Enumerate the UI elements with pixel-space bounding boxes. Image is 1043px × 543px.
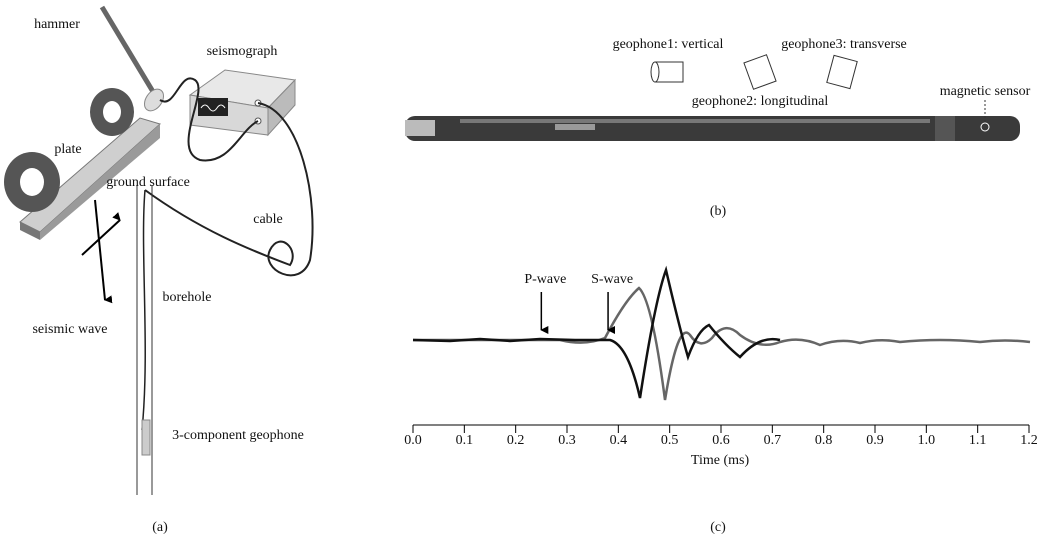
figure: hammer seismograph plate ground surface …	[0, 0, 1043, 543]
label: cable	[253, 212, 283, 227]
panel-label: (c)	[710, 520, 726, 535]
x-tick-label: 1.2	[1020, 433, 1038, 448]
x-axis-label: Time (ms)	[691, 453, 750, 468]
label: geophone3: transverse	[781, 37, 907, 52]
annotation: P-wave	[524, 272, 566, 287]
x-tick-label: 0.5	[661, 433, 679, 448]
x-tick-label: 0.3	[558, 433, 576, 448]
label: 3-component geophone	[172, 428, 304, 443]
panel-label: (a)	[152, 520, 168, 535]
x-tick-label: 0.7	[764, 433, 782, 448]
x-tick-label: 0.4	[610, 433, 628, 448]
label: magnetic sensor	[940, 84, 1031, 99]
label: plate	[54, 142, 81, 157]
panel-a-drawing	[4, 7, 313, 495]
label: geophone2: longitudinal	[692, 94, 829, 109]
x-tick-label: 1.1	[969, 433, 987, 448]
label: hammer	[34, 17, 80, 32]
x-tick-label: 0.6	[712, 433, 730, 448]
label: geophone1: vertical	[613, 37, 724, 52]
waveform-black	[413, 270, 780, 398]
waveform-gray	[413, 288, 1030, 400]
annotation: S-wave	[591, 272, 633, 287]
panel-label: (b)	[710, 204, 727, 219]
x-tick-label: 1.0	[918, 433, 936, 448]
label: ground surface	[106, 175, 190, 190]
label: seismic wave	[32, 322, 107, 337]
x-tick-label: 0.9	[866, 433, 884, 448]
label: seismograph	[207, 44, 278, 59]
x-tick-label: 0.1	[456, 433, 474, 448]
label: borehole	[163, 290, 212, 305]
x-tick-label: 0.2	[507, 433, 525, 448]
x-tick-label: 0.8	[815, 433, 833, 448]
x-tick-label: 0.0	[404, 433, 422, 448]
